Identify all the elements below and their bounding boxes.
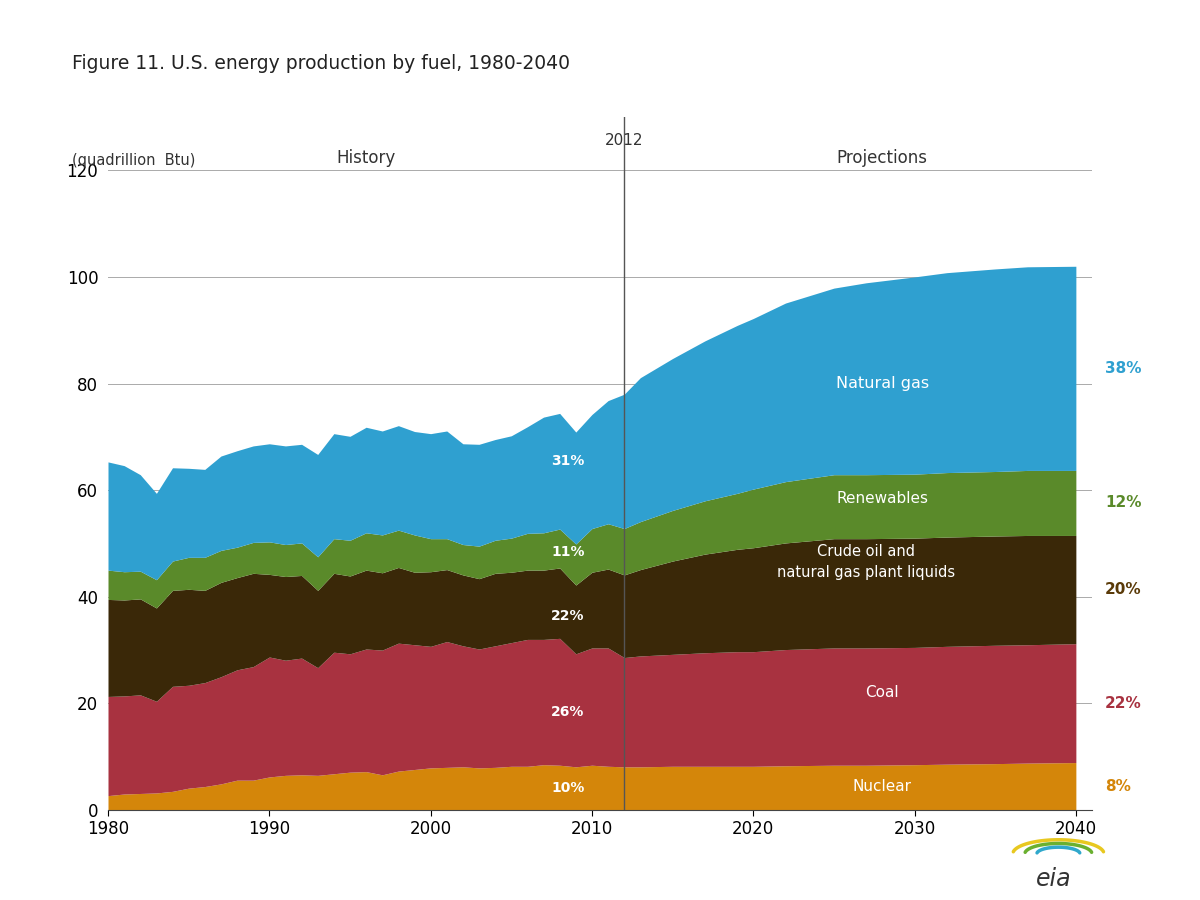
Text: Renewables: Renewables (836, 491, 929, 506)
Text: eia: eia (1036, 867, 1072, 891)
Text: Nuclear: Nuclear (853, 778, 912, 794)
Text: 10%: 10% (551, 781, 584, 796)
Text: Coal: Coal (865, 685, 899, 700)
Text: Projections: Projections (836, 149, 928, 167)
Text: 22%: 22% (1105, 696, 1141, 711)
Text: 26%: 26% (551, 706, 584, 719)
Text: (quadrillion  Btu): (quadrillion Btu) (72, 153, 196, 168)
Text: Natural gas: Natural gas (835, 376, 929, 391)
Text: 20%: 20% (1105, 582, 1141, 597)
Text: 12%: 12% (1105, 495, 1141, 510)
Text: History: History (336, 149, 396, 167)
Text: 2012: 2012 (605, 133, 643, 148)
Text: Crude oil and
natural gas plant liquids: Crude oil and natural gas plant liquids (778, 544, 955, 580)
Text: 38%: 38% (1105, 361, 1141, 376)
Text: Figure 11. U.S. energy production by fuel, 1980-2040: Figure 11. U.S. energy production by fue… (72, 54, 570, 73)
Text: 8%: 8% (1105, 778, 1130, 794)
Text: 22%: 22% (551, 609, 584, 623)
Text: 31%: 31% (551, 454, 584, 468)
Text: 11%: 11% (551, 544, 584, 559)
